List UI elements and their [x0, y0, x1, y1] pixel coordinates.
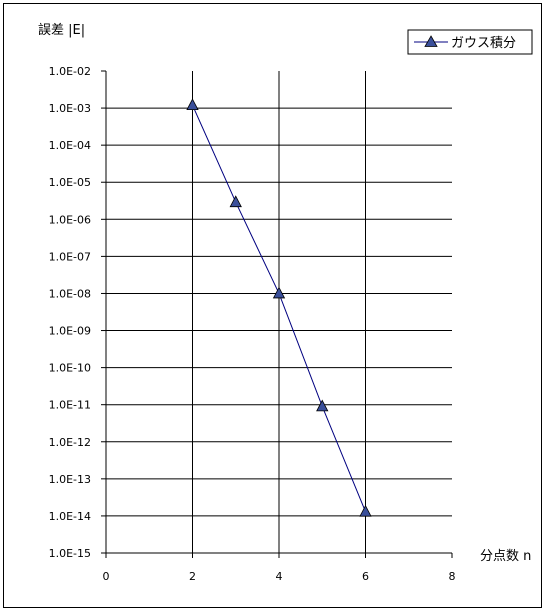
- y-tick-label: 1.0E-14: [49, 510, 91, 523]
- y-tick-label: 1.0E-15: [49, 547, 91, 560]
- legend: ガウス積分: [407, 29, 533, 55]
- y-tick-label: 1.0E-12: [49, 436, 91, 449]
- axes: [101, 70, 453, 558]
- x-tick-label: 6: [362, 570, 369, 583]
- y-tick-label: 1.0E-04: [49, 139, 91, 152]
- legend-label: ガウス積分: [451, 36, 516, 51]
- x-tick-label: 8: [449, 570, 456, 583]
- data-point-triangle: [186, 98, 199, 111]
- y-tick-label: 1.0E-07: [49, 250, 91, 263]
- y-tick-label: 1.0E-06: [49, 213, 91, 226]
- legend-triangle-icon: [424, 35, 438, 47]
- y-axis-title: 誤差 |E|: [38, 22, 85, 38]
- y-tick-label: 1.0E-05: [49, 176, 91, 189]
- x-axis-title: 分点数 n: [480, 549, 531, 564]
- data-point-triangle: [272, 286, 286, 299]
- y-tick-label: 1.0E-10: [49, 362, 91, 375]
- y-tick-label: 1.0E-02: [49, 65, 91, 78]
- x-tick-label: 4: [276, 570, 283, 583]
- x-tick-labels: 0 2 4 6 8: [103, 570, 456, 583]
- series-gauss: [186, 98, 372, 517]
- data-point-triangle: [359, 504, 372, 517]
- data-point-triangle: [229, 195, 242, 208]
- y-tick-label: 1.0E-09: [49, 325, 91, 338]
- x-tick-label: 2: [189, 570, 196, 583]
- y-tick-label: 1.0E-08: [49, 287, 91, 300]
- y-tick-label: 1.0E-13: [49, 473, 91, 486]
- x-tick-label: 0: [103, 570, 110, 583]
- y-tick-labels: 1.0E-02 1.0E-03 1.0E-04 1.0E-05 1.0E-06 1.0E-…: [49, 65, 91, 560]
- y-tick-label: 1.0E-03: [49, 102, 91, 115]
- y-tick-label: 1.0E-11: [49, 399, 91, 412]
- data-point-triangle: [316, 399, 329, 412]
